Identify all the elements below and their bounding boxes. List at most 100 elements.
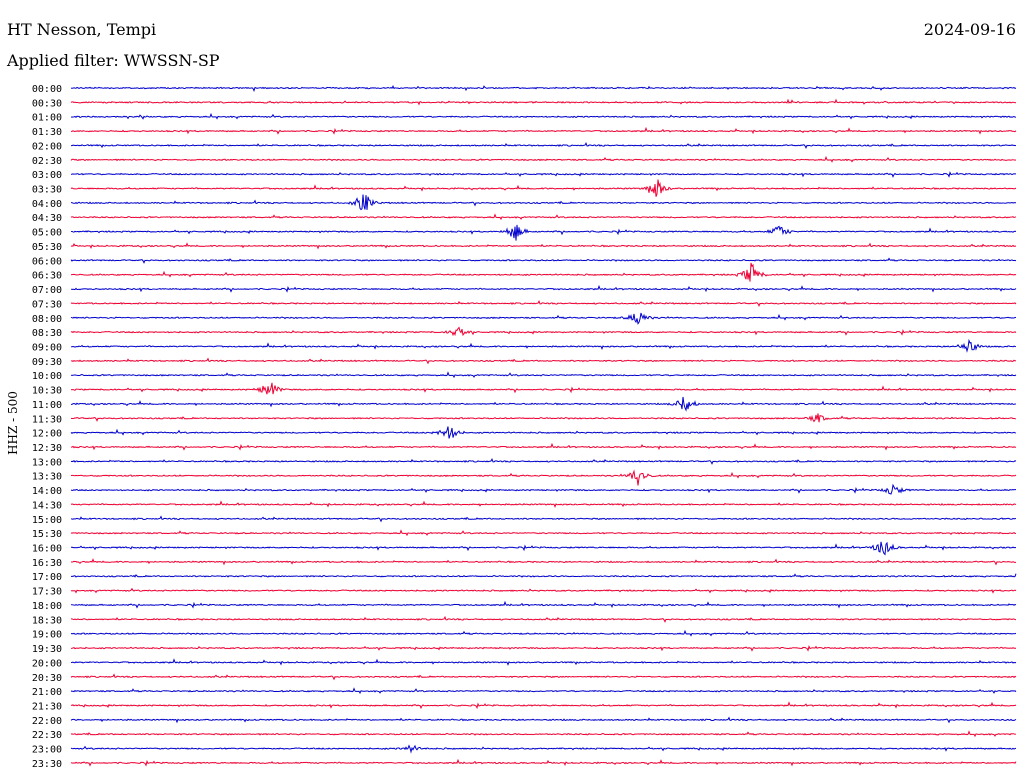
time-tick-label: 00:30 <box>32 98 62 109</box>
time-tick-label: 12:30 <box>32 443 62 454</box>
trace-line-0430 <box>70 213 1017 221</box>
time-tick-label: 20:30 <box>32 673 62 684</box>
trace-line-1200 <box>70 426 1017 439</box>
time-tick-label: 07:00 <box>32 285 62 296</box>
time-tick-label: 09:30 <box>32 357 62 368</box>
station-title: HT Nesson, Tempi <box>7 20 157 39</box>
trace-line-0900 <box>70 338 1017 353</box>
time-tick-label: 22:00 <box>32 716 62 727</box>
time-tick-label: 01:30 <box>32 127 62 138</box>
trace-line-1930 <box>70 645 1017 652</box>
trace-line-0500 <box>70 224 1017 241</box>
time-tick-label: 18:30 <box>32 615 62 626</box>
trace-line-2000 <box>70 658 1017 666</box>
time-tick-label: 05:00 <box>32 228 62 239</box>
trace-line-1430 <box>70 500 1017 508</box>
time-tick-label: 08:30 <box>32 328 62 339</box>
time-tick-label: 21:00 <box>32 687 62 698</box>
trace-line-0700 <box>70 284 1017 293</box>
time-tick-label: 10:00 <box>32 371 62 382</box>
time-tick-label: 11:00 <box>32 400 62 411</box>
trace-line-2030 <box>70 673 1017 681</box>
trace-line-1800 <box>70 600 1017 609</box>
trace-line-2330 <box>70 758 1017 767</box>
trace-line-1700 <box>70 573 1017 578</box>
trace-line-1500 <box>70 515 1017 523</box>
trace-line-2100 <box>70 687 1017 695</box>
trace-line-1100 <box>70 396 1017 412</box>
date-label: 2024-09-16 <box>923 20 1016 39</box>
trace-line-0530 <box>70 242 1017 250</box>
trace-line-1900 <box>70 629 1017 637</box>
filter-label: Applied filter: WWSSN-SP <box>7 51 220 70</box>
time-tick-label: 21:30 <box>32 701 62 712</box>
trace-line-1330 <box>70 469 1017 486</box>
trace-line-1530 <box>70 529 1017 537</box>
trace-line-0330 <box>70 179 1017 197</box>
time-tick-label: 03:00 <box>32 170 62 181</box>
trace-line-0200 <box>70 142 1017 150</box>
time-tick-label: 07:30 <box>32 299 62 310</box>
time-tick-label: 17:30 <box>32 587 62 598</box>
time-tick-label: 10:30 <box>32 386 62 397</box>
trace-line-2300 <box>70 744 1017 754</box>
time-tick-label: 19:00 <box>32 630 62 641</box>
time-tick-label: 19:30 <box>32 644 62 655</box>
trace-line-1000 <box>70 371 1017 379</box>
trace-line-0930 <box>70 357 1017 365</box>
time-tick-label: 06:00 <box>32 256 62 267</box>
time-tick-label: 08:00 <box>32 314 62 325</box>
time-tick-label: 11:30 <box>32 414 62 425</box>
time-tick-label: 12:00 <box>32 429 62 440</box>
time-tick-label: 15:00 <box>32 515 62 526</box>
trace-line-1130 <box>70 413 1017 423</box>
time-tick-label: 23:30 <box>32 759 62 770</box>
time-tick-label: 09:00 <box>32 342 62 353</box>
trace-line-1300 <box>70 457 1017 465</box>
time-tick-label: 13:30 <box>32 472 62 483</box>
trace-line-1030 <box>70 382 1017 395</box>
trace-line-1630 <box>70 558 1017 566</box>
trace-line-1600 <box>70 541 1017 556</box>
time-tick-label: 22:30 <box>32 730 62 741</box>
time-tick-label: 02:30 <box>32 156 62 167</box>
time-tick-label: 02:00 <box>32 141 62 152</box>
trace-line-0300 <box>70 171 1017 178</box>
time-tick-label: 20:00 <box>32 658 62 669</box>
trace-line-0100 <box>70 112 1017 120</box>
time-tick-label: 05:30 <box>32 242 62 253</box>
time-tick-label: 16:30 <box>32 558 62 569</box>
time-tick-label: 17:00 <box>32 572 62 583</box>
trace-line-0830 <box>70 326 1017 337</box>
time-tick-label: 14:30 <box>32 500 62 511</box>
time-tick-label: 01:00 <box>32 113 62 124</box>
trace-line-0800 <box>70 312 1017 325</box>
trace-line-2230 <box>70 730 1017 738</box>
time-tick-label: 04:00 <box>32 199 62 210</box>
trace-line-1230 <box>70 442 1017 451</box>
trace-line-0030 <box>70 98 1017 106</box>
trace-line-0730 <box>70 300 1017 307</box>
trace-line-0130 <box>70 126 1017 135</box>
time-tick-label: 23:00 <box>32 745 62 756</box>
trace-line-1730 <box>70 587 1017 594</box>
trace-line-0000 <box>70 84 1017 92</box>
time-tick-label: 04:30 <box>32 213 62 224</box>
trace-line-1400 <box>70 483 1017 495</box>
time-tick-label: 15:30 <box>32 529 62 540</box>
time-tick-label: 14:00 <box>32 486 62 497</box>
trace-line-2130 <box>70 701 1017 710</box>
trace-line-0400 <box>70 194 1016 211</box>
trace-line-0630 <box>70 262 1017 282</box>
trace-line-0600 <box>70 257 1017 264</box>
time-tick-label: 06:30 <box>32 271 62 282</box>
trace-line-2200 <box>70 716 1017 724</box>
time-tick-label: 03:30 <box>32 185 62 196</box>
trace-line-1830 <box>70 615 1017 623</box>
time-tick-label: 00:00 <box>32 84 62 95</box>
trace-line-0230 <box>70 155 1017 163</box>
time-tick-label: 18:00 <box>32 601 62 612</box>
time-tick-label: 13:00 <box>32 457 62 468</box>
time-tick-label: 16:00 <box>32 544 62 555</box>
